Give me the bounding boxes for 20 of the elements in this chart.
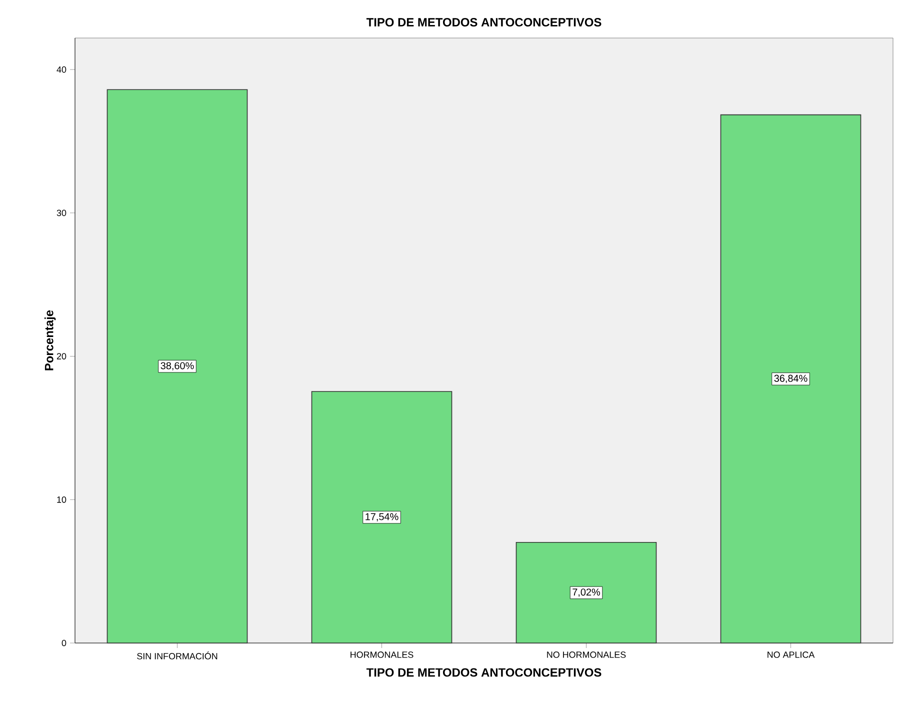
y-tick-label: 10 <box>57 496 66 503</box>
y-tick-label: 0 <box>62 640 66 646</box>
x-axis-title: TIPO DE METODOS ANTOCONCEPTIVOS <box>366 668 602 677</box>
y-tick-label: 30 <box>56 210 66 216</box>
y-tick-label: 40 <box>56 66 66 73</box>
data-label: 17,54% <box>366 513 398 522</box>
bar <box>106 89 248 644</box>
bar <box>311 391 452 644</box>
data-label: 7,02% <box>572 588 600 597</box>
x-tick-label: NO HORMONALES <box>547 652 626 658</box>
x-tick-label: HORMONALES <box>350 652 414 658</box>
data-label: 36,84% <box>774 374 808 384</box>
data-label: 38,60% <box>160 362 194 370</box>
y-axis-title: Porcentaje <box>44 310 56 370</box>
x-tick-label: SIN INFORMACIÓN <box>137 652 218 660</box>
bar <box>516 542 657 644</box>
chart-title: TIPO DE METODOS ANTOCONCEPTIVOS <box>366 18 602 26</box>
x-tick-label: NO APLICA <box>768 652 815 658</box>
bar <box>720 114 862 644</box>
y-tick-label: 20 <box>56 353 66 360</box>
